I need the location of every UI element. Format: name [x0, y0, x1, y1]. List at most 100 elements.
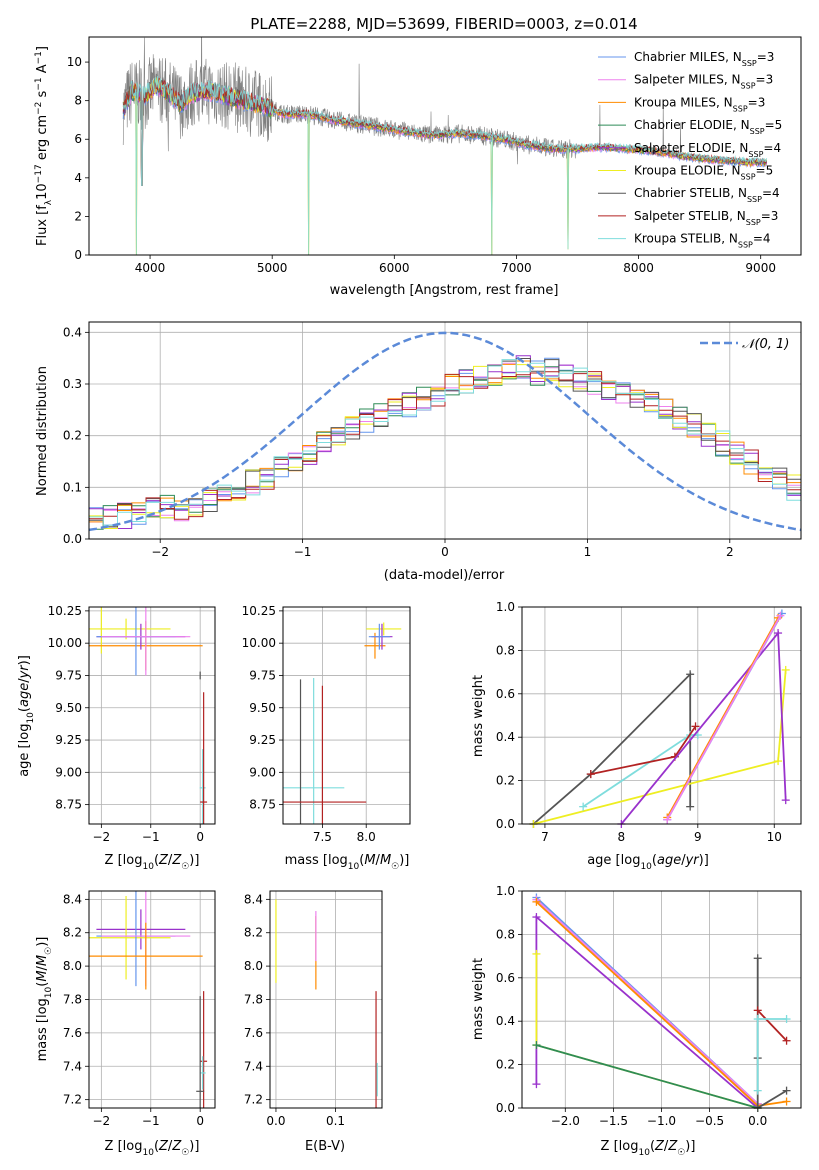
x-tick-label: 7.5	[313, 830, 332, 844]
age-vs-metallicity-panel: −2 −1 0 8.75 9.00 9.25 9.50 9.75 10.00 10.25	[48, 604, 216, 844]
x-tick-label: −1.5	[599, 1114, 628, 1128]
y-tick-label: 8.75	[55, 798, 82, 812]
y-tick-label: 0.4	[63, 325, 82, 339]
legend-label: Salpeter STELIB, NSSP=3	[634, 209, 778, 227]
mass-ebv-xlabel: E(B-V)	[305, 1139, 345, 1154]
x-tick-label: 8000	[623, 261, 654, 275]
y-tick-label: 7.8	[63, 993, 82, 1007]
axes-frame	[88, 606, 216, 825]
x-tick-label: 2	[726, 545, 734, 559]
y-tick-label: 0.2	[63, 429, 82, 443]
y-tick-label: 7.2	[244, 1093, 263, 1107]
mass-weight-vs-metallicity-panel: −2.0 −1.5 −1.0 −0.5 0.0 0.0 0.2 0.4 0.6 0.8 1.0	[496, 884, 802, 1128]
y-tick-label: 9.25	[55, 733, 82, 747]
axes-frame	[269, 890, 383, 1109]
legend-label: Chabrier STELIB, NSSP=4	[634, 186, 780, 204]
legend-label: Salpeter ELODIE, NSSP=4	[634, 141, 781, 159]
axes-frame	[282, 606, 411, 825]
x-tick-label: 9000	[745, 261, 776, 275]
y-tick-label: 7.8	[244, 993, 263, 1007]
age-z-ylabel: age [log10(age/yr)]	[17, 655, 36, 777]
legend-label: Chabrier ELODIE, NSSP=5	[634, 118, 782, 136]
series-line-kroupa_elodie	[533, 669, 787, 824]
series-line-salpeter_miles	[535, 899, 759, 1105]
mass-vs-metallicity-panel: −2 −1 0 7.2 7.4 7.6 7.8 8.0 8.2 8.4	[63, 890, 216, 1128]
y-tick-label: 8	[74, 94, 82, 108]
mass-weight-vs-age-panel: 7 8 9 10 0.0 0.2 0.4 0.6 0.8 1.0	[496, 600, 802, 844]
model-line-kroupa_stelib	[122, 75, 768, 255]
y-tick-label: 10.00	[242, 636, 276, 650]
x-tick-label: −1.0	[647, 1114, 676, 1128]
mass-z-ylabel: mass [log10(M/M☉)]	[35, 937, 54, 1062]
y-tick-label: 0.8	[496, 643, 515, 657]
y-tick-label: 0.8	[496, 927, 515, 941]
y-tick-label: 9.00	[249, 765, 276, 779]
y-tick-label: 0	[74, 248, 82, 262]
series-line-kroupa_miles	[666, 617, 779, 818]
y-tick-label: 10.25	[48, 604, 82, 618]
residuals-panel: −2 −1 0 1 2 0.0 0.1 0.2 0.3 0.4 𝒩(0, 1)	[63, 321, 802, 559]
x-tick-label: 0	[196, 830, 204, 844]
legend-label: Salpeter MILES, NSSP=3	[634, 73, 773, 91]
x-tick-label: 0	[196, 1114, 204, 1128]
y-tick-label: 7.2	[63, 1093, 82, 1107]
y-tick-label: 2	[74, 209, 82, 223]
residuals-xlabel: (data-model)/error	[384, 568, 505, 583]
y-tick-label: 9.50	[55, 701, 82, 715]
y-tick-label: 8.75	[249, 798, 276, 812]
y-tick-label: 7.4	[244, 1059, 263, 1073]
series-line-salpeter_elodie	[620, 630, 787, 824]
mass-z-xlabel: Z [log10(Z/Z☉)]	[105, 1139, 200, 1158]
mass-vs-ebv-panel: 0.0 0.1 7.2 7.4 7.6 7.8 8.0 8.2 8.4	[244, 890, 383, 1128]
legend-label: 𝒩(0, 1)	[742, 337, 789, 352]
x-tick-label: −2	[93, 1114, 111, 1128]
y-tick-label: 8.2	[63, 926, 82, 940]
mw-z-ylabel: mass weight	[471, 958, 486, 1040]
x-tick-label: 7	[541, 830, 549, 844]
x-tick-label: 7000	[501, 261, 532, 275]
y-tick-label: 8.4	[63, 892, 82, 906]
series-line-salpeter_miles	[666, 615, 782, 821]
mw-age-ylabel: mass weight	[471, 675, 486, 757]
spectrum-xlabel: wavelength [Angstrom, rest frame]	[330, 283, 559, 298]
axes-frame	[88, 890, 216, 1109]
mw-z-xlabel: Z [log10(Z/Z☉)]	[601, 1139, 696, 1158]
x-tick-label: −0.5	[695, 1114, 724, 1128]
legend-label: Kroupa MILES, NSSP=3	[634, 95, 765, 113]
y-tick-label: 8.4	[244, 892, 263, 906]
y-tick-label: 0.0	[63, 532, 82, 546]
y-tick-label: 9.25	[249, 733, 276, 747]
y-tick-label: 7.4	[63, 1059, 82, 1073]
residuals-ylabel: Normed distribution	[35, 366, 50, 496]
x-tick-label: −1	[142, 830, 160, 844]
spectrum-ylabel: Flux [fλ10−17 erg cm−2 s−1 A−1]	[34, 46, 54, 246]
series-line-chabrier_stelib	[756, 958, 788, 1108]
y-tick-label: 6	[74, 132, 82, 146]
x-tick-label: 6000	[379, 261, 410, 275]
axes-frame	[88, 36, 802, 256]
y-tick-label: 8.2	[244, 926, 263, 940]
y-tick-label: 0.1	[63, 480, 82, 494]
y-tick-label: 7.6	[63, 1026, 82, 1040]
x-tick-label: 8	[618, 830, 626, 844]
x-tick-label: −1	[142, 1114, 160, 1128]
series-line-chabrier_elodie	[536, 1044, 758, 1108]
x-tick-label: 0.0	[266, 1114, 285, 1128]
x-tick-label: 0.0	[748, 1114, 767, 1128]
x-tick-label: 0.1	[326, 1114, 345, 1128]
series-line-salpeter_stelib	[757, 1009, 788, 1042]
series-line-chabrier_stelib	[532, 672, 692, 824]
age-z-xlabel: Z [log10(Z/Z☉)]	[105, 853, 200, 872]
legend-label: Kroupa ELODIE, NSSP=5	[634, 164, 773, 182]
y-tick-label: 0.0	[496, 1101, 515, 1115]
axes-frame	[521, 606, 802, 825]
y-tick-label: 8.0	[244, 959, 263, 973]
y-tick-label: 0.2	[496, 774, 515, 788]
normal-curve	[89, 331, 801, 532]
x-tick-label: 9	[694, 830, 702, 844]
axes-frame	[88, 321, 802, 540]
y-tick-label: 10.00	[48, 636, 82, 650]
y-tick-label: 0.6	[496, 687, 515, 701]
spectrum-panel: 4000 5000 6000 7000 8000 9000 0 2 4 6 8 10 Chabrier …	[67, 36, 802, 275]
